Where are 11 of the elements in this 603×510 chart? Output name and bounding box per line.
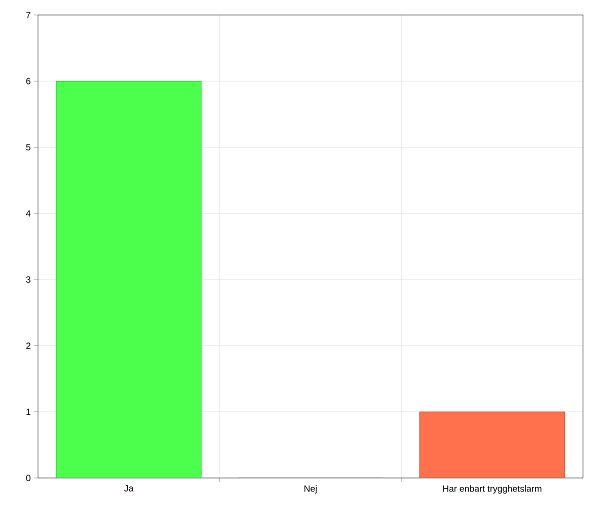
y-tick-label: 0 [26, 474, 30, 482]
y-tick-label: 6 [26, 78, 30, 84]
y-tick-label: 4 [26, 210, 31, 217]
y-tick-label: 1 [26, 408, 30, 415]
y-tick-label: 7 [26, 12, 30, 18]
y-tick-label: 3 [26, 276, 30, 283]
y-tick-label: 2 [26, 342, 30, 349]
x-tick-label: Har enbart trygghetslarm [443, 485, 542, 494]
x-tick-label: Ja [124, 485, 134, 492]
y-tick-label: 5 [26, 144, 30, 150]
x-tick-label: Nej [304, 485, 317, 494]
